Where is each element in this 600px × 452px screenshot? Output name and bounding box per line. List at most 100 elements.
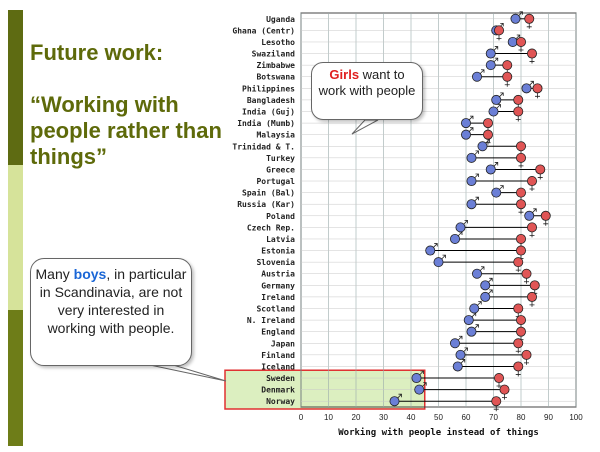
category-label: Germany <box>261 281 295 290</box>
female-symbol-icon <box>518 162 524 168</box>
boys-point <box>510 13 521 24</box>
female-symbol-icon <box>524 278 529 284</box>
boys-point <box>433 257 444 268</box>
category-label: Estonia <box>261 246 295 256</box>
boys-point <box>460 118 471 129</box>
boys-point <box>414 384 425 395</box>
boys-point <box>491 187 502 198</box>
category-label: Swaziland <box>252 49 296 59</box>
boys-point <box>389 396 400 407</box>
category-label: Iceland <box>261 362 295 371</box>
male-symbol-icon <box>474 173 479 179</box>
girls-point <box>516 245 527 256</box>
girls-point <box>493 25 504 36</box>
girls-point <box>513 257 524 268</box>
female-symbol-icon <box>493 405 499 412</box>
male-symbol-icon <box>479 266 485 272</box>
boys-callout: Many boys, in particular in Scandinavia,… <box>30 258 192 366</box>
male-symbol-icon <box>493 57 499 63</box>
category-label: Turkey <box>266 154 295 163</box>
girls-point <box>516 36 527 47</box>
category-label: Ireland <box>261 293 295 302</box>
male-symbol-icon <box>463 347 468 353</box>
female-symbol-icon <box>515 371 521 377</box>
female-symbol-icon <box>535 92 540 99</box>
male-symbol-icon <box>460 359 466 364</box>
girls-point <box>532 83 543 94</box>
category-label: Scotland <box>256 305 295 314</box>
girls-point <box>502 71 513 82</box>
category-label: England <box>261 328 295 337</box>
male-symbol-icon <box>474 324 479 329</box>
girls-point <box>535 164 546 175</box>
female-symbol-icon <box>529 301 535 307</box>
male-symbol-icon <box>498 185 504 190</box>
boys-point <box>449 233 460 244</box>
category-label: Latvia <box>266 234 295 244</box>
boys-point <box>449 338 460 349</box>
category-label: Portugal <box>256 177 295 186</box>
boys-point <box>524 210 535 221</box>
female-symbol-icon <box>515 347 521 354</box>
girls-callout: Girls want to work with people <box>311 62 423 120</box>
girls-point <box>513 361 524 372</box>
girls-point <box>502 60 513 71</box>
female-symbol-icon <box>537 174 543 180</box>
category-label: Lesotho <box>261 38 295 47</box>
category-label: Trinidad & T. <box>232 141 295 151</box>
accent-bar-light-segment <box>8 165 23 310</box>
category-label: Poland <box>266 212 295 221</box>
accent-bar <box>8 10 23 446</box>
male-symbol-icon <box>498 92 504 98</box>
category-label: Russia (Kar) <box>237 199 295 209</box>
girls-point <box>521 349 532 360</box>
girls-point <box>527 291 538 302</box>
male-symbol-icon <box>432 243 438 248</box>
x-tick-label: 100 <box>569 413 583 422</box>
male-symbol-icon <box>421 382 427 387</box>
slide-subtitle: “Working with people rather than things” <box>30 92 222 169</box>
male-symbol-icon <box>419 370 424 376</box>
male-symbol-icon <box>487 277 493 283</box>
x-tick-label: 30 <box>379 413 388 422</box>
category-label: N. Ireland <box>247 316 295 325</box>
male-symbol-icon <box>457 335 463 341</box>
male-symbol-icon <box>474 196 479 202</box>
girls-point <box>513 303 524 314</box>
female-symbol-icon <box>529 231 535 238</box>
boys-point <box>477 141 488 152</box>
female-symbol-icon <box>526 23 532 29</box>
female-symbol-icon <box>515 116 521 122</box>
male-symbol-icon <box>471 312 477 318</box>
boys-point <box>471 71 482 82</box>
boys-point <box>455 349 466 360</box>
category-label: Ghana (Centr) <box>232 26 295 35</box>
male-symbol-icon <box>441 254 446 260</box>
girls-point <box>482 129 493 140</box>
category-label: Malaysia <box>256 130 295 140</box>
x-tick-label: 90 <box>544 413 553 422</box>
girls-point <box>516 141 527 152</box>
boys-point <box>452 361 463 372</box>
male-symbol-icon <box>468 115 474 121</box>
boys-point <box>466 199 477 210</box>
x-axis-label: Working with people instead of things <box>338 427 538 438</box>
girls-point <box>513 94 524 105</box>
girls-point <box>513 106 524 117</box>
male-symbol-icon <box>479 69 485 75</box>
male-symbol-icon <box>493 162 499 167</box>
girls-point <box>516 199 527 210</box>
category-label: India (Guj) <box>242 107 295 117</box>
category-label: Slovenia <box>256 257 295 267</box>
female-symbol-icon <box>518 208 524 215</box>
x-tick-label: 0 <box>299 413 304 422</box>
male-symbol-icon <box>485 138 490 144</box>
girls-point <box>521 268 532 279</box>
girls-point <box>540 210 551 221</box>
male-symbol-icon <box>493 46 499 51</box>
male-symbol-icon <box>515 34 521 40</box>
male-symbol-icon <box>518 11 523 17</box>
female-symbol-icon <box>496 382 502 389</box>
boys-callout-highlight: boys <box>73 266 107 282</box>
